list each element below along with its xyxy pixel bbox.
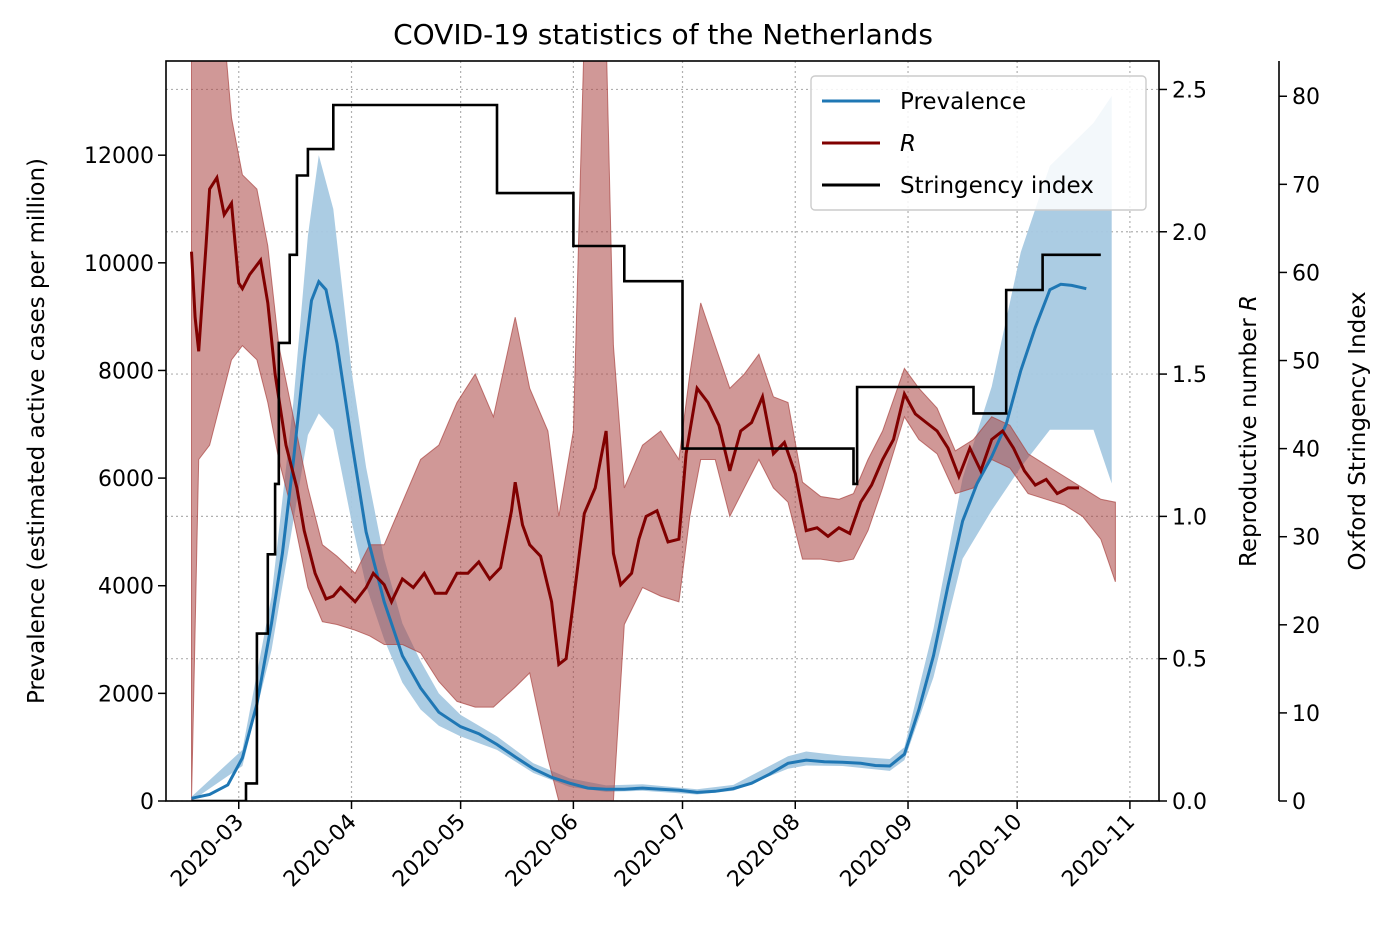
series-lines	[190, 103, 1101, 801]
y-outer-tick-label: 70	[1292, 173, 1320, 198]
r-confidence-band	[191, 61, 1116, 801]
y-outer-tick-label: 20	[1292, 614, 1320, 639]
y-outer-tick-label: 10	[1292, 702, 1320, 727]
x-tick-label: 2020-10	[945, 810, 1028, 893]
y-left-tick-label: 10000	[84, 252, 154, 277]
legend-label: R	[900, 131, 916, 157]
y-left-tick-label: 12000	[84, 144, 154, 169]
y-left-tick-label: 8000	[98, 359, 154, 384]
y-axis-left: 0 2000 4000 6000 8000 10000 12000	[84, 144, 166, 815]
y-right-tick-label: 0.0	[1172, 790, 1207, 815]
x-tick-label: 2020-05	[388, 810, 471, 893]
y-left-tick-label: 4000	[98, 575, 154, 600]
stringency-line	[191, 103, 1101, 801]
plot-frame	[165, 60, 1160, 802]
y-left-tick-label: 2000	[98, 682, 154, 707]
chart-title: COVID-19 statistics of the Netherlands	[393, 18, 933, 51]
y-right-tick-label: 1.0	[1172, 505, 1207, 530]
legend-label: Stringency index	[900, 173, 1094, 199]
y-outer-tick-label: 50	[1292, 350, 1320, 375]
y-axis-right: 0.0 0.5 1.0 1.5 2.0 2.5	[1159, 78, 1207, 815]
legend-box	[810, 75, 1147, 211]
y-outer-tick-label: 40	[1292, 438, 1320, 463]
y-right-tick-label: 2.5	[1172, 78, 1207, 103]
r-band	[191, 61, 1116, 801]
x-tick-label: 2020-07	[610, 810, 693, 893]
y-axis-right-outer-label: Oxford Stringency Index	[1345, 291, 1371, 570]
y-axis-left-label: Prevalence (estimated active cases per m…	[24, 158, 50, 704]
y-right-tick-label: 1.5	[1172, 363, 1207, 388]
legend-items: Prevalence R Stringency index	[822, 89, 1094, 199]
y-outer-tick-label: 80	[1292, 85, 1320, 110]
legend-label: Prevalence	[900, 89, 1026, 115]
x-tick-label: 2020-11	[1057, 810, 1140, 893]
y-axis-right-label: Reproductive number R	[1236, 295, 1262, 567]
x-tick-label: 2020-06	[501, 810, 584, 893]
y-outer-tick-label: 60	[1292, 261, 1320, 286]
y-outer-tick-label: 0	[1292, 790, 1306, 815]
y-axis-right-outer: 0 10 20 30 40 50 60 70 80	[1278, 61, 1320, 815]
y-left-tick-label: 0	[140, 790, 154, 815]
x-tick-label: 2020-09	[836, 810, 919, 893]
prevalence-line	[191, 278, 1087, 800]
y-right-tick-label: 2.0	[1172, 221, 1207, 246]
y-right-tick-label: 0.5	[1172, 648, 1207, 673]
legend: Prevalence R Stringency index	[810, 75, 1147, 211]
x-tick-label: 2020-08	[723, 810, 806, 893]
y-left-tick-label: 6000	[98, 467, 154, 492]
x-tick-label: 2020-03	[166, 810, 249, 893]
y-outer-tick-label: 30	[1292, 526, 1320, 551]
r-line	[190, 173, 1079, 668]
x-axis: 2020-03 2020-04 2020-05 2020-06 2020-07 2020-…	[166, 801, 1140, 892]
x-tick-label: 2020-04	[279, 810, 362, 893]
